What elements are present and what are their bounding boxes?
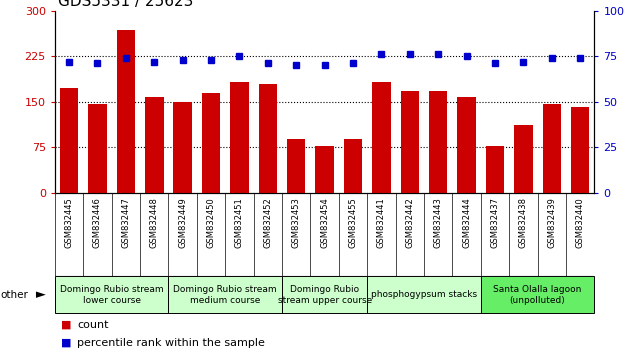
Bar [88, 104, 107, 193]
Bar [259, 84, 277, 193]
Bar [202, 93, 220, 193]
Text: GSM832450: GSM832450 [206, 197, 216, 248]
Text: Domingo Rubio stream
lower course: Domingo Rubio stream lower course [60, 285, 163, 305]
FancyBboxPatch shape [481, 276, 594, 313]
Text: GSM832448: GSM832448 [150, 197, 159, 248]
FancyBboxPatch shape [168, 276, 282, 313]
FancyBboxPatch shape [55, 276, 168, 313]
Text: GSM832438: GSM832438 [519, 197, 528, 248]
Bar [486, 146, 504, 193]
Text: GSM832444: GSM832444 [462, 197, 471, 248]
Text: Domingo Rubio
stream upper course: Domingo Rubio stream upper course [278, 285, 372, 305]
Bar [372, 82, 391, 193]
Text: percentile rank within the sample: percentile rank within the sample [77, 338, 265, 348]
Text: ■: ■ [61, 338, 72, 348]
Text: count: count [77, 320, 109, 330]
Text: GSM832445: GSM832445 [64, 197, 74, 248]
Bar [316, 146, 334, 193]
Text: GDS5331 / 25623: GDS5331 / 25623 [58, 0, 194, 9]
Text: GSM832449: GSM832449 [178, 197, 187, 248]
Polygon shape [36, 292, 46, 298]
Bar [287, 139, 305, 193]
Text: GSM832443: GSM832443 [433, 197, 443, 248]
Bar [543, 104, 561, 193]
Bar [344, 139, 362, 193]
Text: GSM832447: GSM832447 [121, 197, 131, 248]
FancyBboxPatch shape [367, 276, 481, 313]
Text: phosphogypsum stacks: phosphogypsum stacks [371, 290, 477, 299]
Text: GSM832455: GSM832455 [348, 197, 358, 248]
Bar [457, 97, 476, 193]
Text: GSM832441: GSM832441 [377, 197, 386, 248]
Text: GSM832452: GSM832452 [263, 197, 273, 248]
Text: ■: ■ [61, 320, 72, 330]
Text: GSM832440: GSM832440 [575, 197, 585, 248]
Text: GSM832437: GSM832437 [490, 197, 500, 248]
Text: GSM832451: GSM832451 [235, 197, 244, 248]
Text: GSM832453: GSM832453 [292, 197, 301, 248]
Bar [60, 88, 78, 193]
Bar [174, 102, 192, 193]
Bar [401, 91, 419, 193]
Text: GSM832442: GSM832442 [405, 197, 415, 248]
Bar [571, 107, 589, 193]
Text: other: other [1, 290, 28, 300]
Bar [429, 91, 447, 193]
Text: GSM832454: GSM832454 [320, 197, 329, 248]
Bar [514, 125, 533, 193]
Bar [117, 30, 135, 193]
Text: Domingo Rubio stream
medium course: Domingo Rubio stream medium course [174, 285, 277, 305]
Bar [145, 97, 163, 193]
FancyBboxPatch shape [282, 276, 367, 313]
Bar [230, 82, 249, 193]
Text: Santa Olalla lagoon
(unpolluted): Santa Olalla lagoon (unpolluted) [493, 285, 582, 305]
Text: GSM832439: GSM832439 [547, 197, 557, 248]
Text: GSM832446: GSM832446 [93, 197, 102, 248]
